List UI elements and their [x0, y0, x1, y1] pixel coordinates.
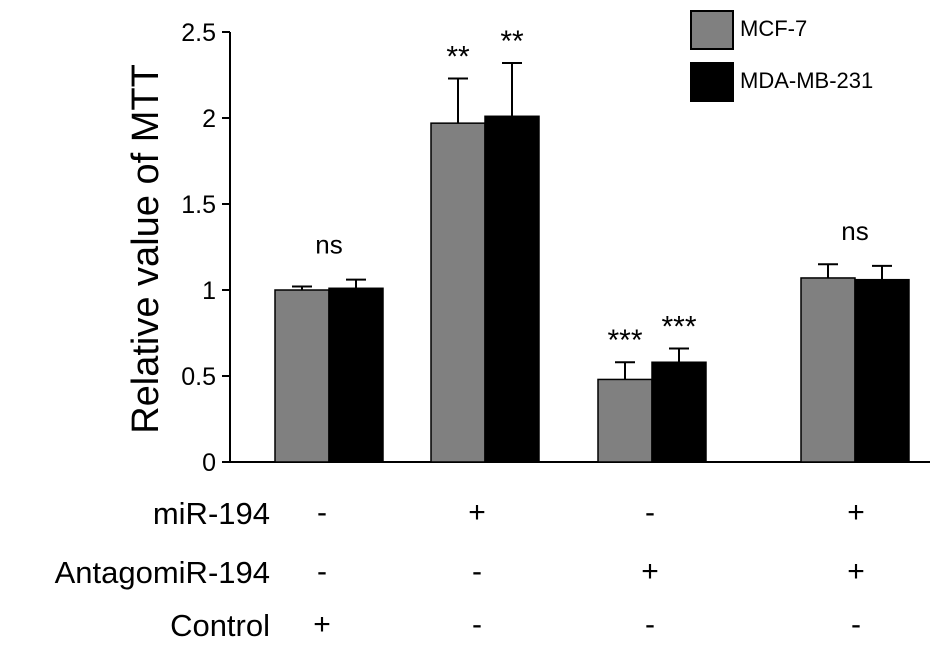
y-tick-label-5: 2.5 — [181, 19, 216, 47]
significance-label-mdamb231-group4: ns — [841, 216, 868, 246]
sign-mir194-group1: - — [317, 496, 327, 529]
sign-control-group3: - — [645, 608, 655, 641]
y-tick-label-2: 1 — [202, 277, 216, 305]
bar-mcf7-group4 — [800, 277, 856, 463]
significance-label-mcf7-group2: ** — [446, 40, 470, 73]
sign-antagomir194-group3: + — [641, 555, 659, 588]
significance-label-mcf7-group3: *** — [607, 324, 642, 357]
significance-label-mdamb231-group3: *** — [661, 310, 696, 343]
legend-label-mdamb231: MDA-MB-231 — [740, 68, 874, 93]
sign-mir194-group4: + — [847, 496, 865, 529]
bar-mcf7-group2 — [430, 122, 486, 463]
sign-control-group2: - — [472, 608, 482, 641]
row-label-control: Control — [170, 608, 270, 643]
y-axis-title: Relative value of MTT — [125, 64, 167, 434]
bar-mdamb231-group4 — [854, 278, 910, 463]
bar-mdamb231-group2 — [484, 115, 540, 463]
bar-mcf7-group3 — [597, 378, 653, 463]
sign-antagomir194-group1: - — [317, 555, 327, 588]
sign-mir194-group3: - — [645, 496, 655, 529]
legend-swatch-mcf7 — [690, 10, 734, 50]
legend-label-mcf7: MCF-7 — [740, 16, 808, 41]
sign-antagomir194-group4: + — [847, 555, 865, 588]
y-tick-label-3: 1.5 — [181, 191, 216, 219]
significance-label-mdamb231-group2: ** — [500, 25, 524, 58]
bar-mcf7-group1 — [274, 289, 330, 463]
row-label-antagomir194: AntagomiR-194 — [54, 555, 270, 590]
sign-mir194-group2: + — [468, 496, 486, 529]
bar-chart: Relative value of MTT00.511.522.5*****ns… — [125, 19, 930, 477]
sign-control-group4: - — [851, 608, 861, 641]
sign-antagomir194-group2: - — [472, 555, 482, 588]
y-tick-label-1: 0.5 — [181, 363, 216, 391]
y-tick-label-4: 2 — [202, 105, 216, 133]
y-tick-label-0: 0 — [202, 449, 216, 477]
significance-label-mdamb231-group1: ns — [315, 230, 342, 260]
sign-control-group1: + — [313, 608, 331, 641]
legend-swatch-mdamb231 — [690, 62, 734, 102]
row-label-mir194: miR-194 — [152, 496, 270, 531]
bar-mdamb231-group1 — [328, 287, 384, 463]
bar-mdamb231-group3 — [651, 361, 707, 463]
